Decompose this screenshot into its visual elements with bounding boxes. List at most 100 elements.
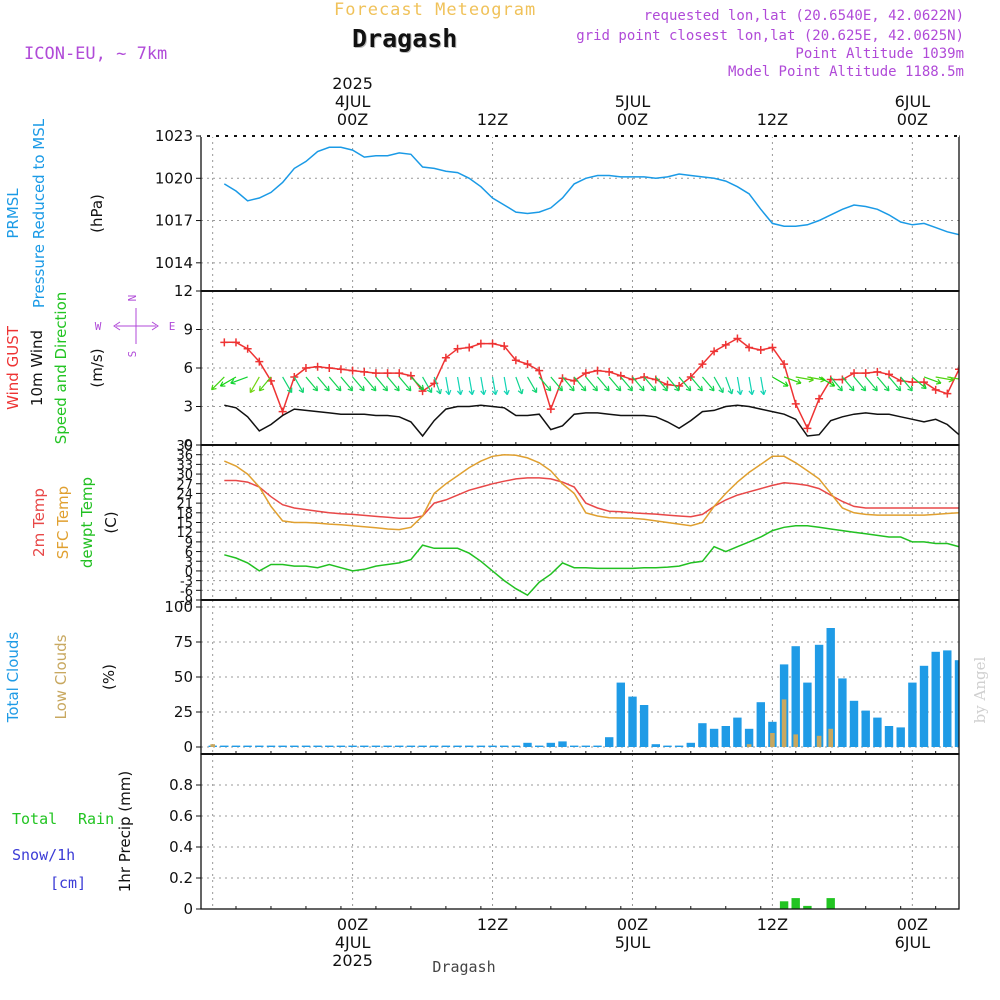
plot-area-temperature (224, 453, 959, 597)
chart-supertitle: Forecast Meteogram (334, 0, 537, 20)
y-tick-label: 6 (185, 546, 193, 561)
legend-snow-unit: [cm] (50, 874, 86, 892)
bar-low_clouds (793, 734, 798, 747)
bar-low_clouds (770, 733, 775, 747)
bar-clouds (500, 745, 509, 747)
bar-clouds (255, 745, 264, 747)
y-axis-label: dewpt Temp (78, 477, 96, 568)
y-tick-label: 9 (185, 536, 193, 551)
bar-rain (803, 905, 812, 909)
wind-arrow (562, 376, 575, 392)
bar-clouds (791, 646, 800, 747)
wind-arrow-head (531, 387, 538, 394)
y-tick-label: -6 (180, 584, 193, 599)
wind-arrow (608, 376, 622, 392)
compass-north-label: N (126, 295, 139, 302)
series-line-pressure (223, 146, 959, 236)
bar-low_clouds (210, 744, 215, 747)
wind-arrow (491, 376, 497, 395)
y-tick-label: 12 (174, 282, 193, 300)
y-tick-label: 12 (176, 526, 193, 541)
bar-clouds (674, 745, 684, 747)
gust-marker (768, 343, 777, 352)
wind-arrow-head (935, 378, 942, 385)
y-tick-label: 9 (183, 321, 193, 339)
info-model-altitude: Model Point Altitude 1188.5m (727, 64, 964, 80)
gust-marker (255, 357, 264, 366)
wind-arrow-head (405, 385, 412, 392)
wind-arrow-head (569, 385, 575, 392)
bar-clouds (744, 728, 754, 747)
wind-arrow-head (748, 389, 755, 396)
bar-clouds (220, 745, 229, 747)
y-tick-label: -9 (180, 594, 193, 609)
wind-arrow-head (359, 385, 365, 392)
top-time-label: 12Z (477, 110, 508, 129)
panel-pressure: 1014 1017 1020 1023 PRMSL Pressure Reduced to… (4, 118, 960, 308)
wind-arrow (282, 376, 293, 393)
gust-marker (791, 399, 800, 408)
gust-marker (231, 338, 240, 347)
wind-arrow-head (230, 378, 236, 385)
bar-clouds (639, 705, 649, 747)
bar-clouds (371, 745, 381, 747)
y-axis-label: Speed and Direction (52, 292, 70, 445)
top-time-label: 00Z (337, 110, 368, 129)
bar-clouds (943, 650, 952, 747)
wind-arrow-head (760, 389, 767, 396)
y-tick-label: 3 (183, 398, 193, 416)
y-tick-label: 0.4 (169, 838, 193, 856)
wind-arrow-head (709, 385, 715, 392)
gust-marker (360, 367, 369, 376)
wind-arrow-head (312, 385, 319, 392)
top-time-axis: 20254JUL00Z12Z5JUL00Z12Z6JUL00Z12Z (332, 74, 930, 129)
bar-clouds (733, 717, 742, 747)
wind-arrow (947, 376, 959, 380)
bar-clouds (383, 745, 392, 747)
gust-marker (581, 369, 590, 378)
bottom-time-axis: 00Z4JUL202512Z00Z5JUL12Z00Z6JUL12Z (332, 915, 930, 970)
bottom-time-label: 00Z (897, 915, 928, 934)
wind-arrow-head (674, 385, 680, 392)
legend-rain: Rain (78, 810, 114, 828)
top-time-label: 2025 (332, 74, 373, 93)
gust-marker (967, 354, 975, 362)
wind-arrow (352, 376, 365, 392)
bar-clouds (546, 742, 555, 747)
wind-arrow (387, 376, 400, 392)
bar-clouds (406, 745, 416, 747)
panel-frame (200, 753, 960, 910)
wind-arrow-head (907, 385, 913, 392)
wind-arrow (795, 376, 814, 381)
wind-arrow (958, 376, 959, 378)
gust-marker (861, 369, 870, 378)
gust-marker (476, 339, 485, 348)
y-axis-label: Wind GUST (4, 325, 22, 410)
y-tick-label: 0.6 (169, 807, 193, 825)
wind-arrow-head (604, 385, 610, 392)
bar-clouds (570, 745, 579, 747)
gust-marker (465, 343, 474, 352)
bottom-time-label: 2025 (332, 951, 373, 970)
bar-clouds (990, 697, 998, 747)
wind-arrow-head (662, 385, 668, 392)
gust-marker (593, 366, 602, 375)
gust-marker (243, 344, 252, 353)
bar-clouds (721, 726, 730, 747)
bar-clouds (884, 726, 894, 747)
wind-arrow-head (468, 389, 475, 396)
info-requested-location: requested lon,lat (20.6540E, 42.0622N) (643, 8, 964, 24)
bar-clouds (581, 745, 590, 747)
wind-arrow-head (995, 377, 1000, 382)
y-tick-label: 33 (176, 458, 193, 473)
y-axis-label: Pressure Reduced to MSL (30, 118, 48, 308)
gust-marker (511, 356, 520, 365)
wind-arrow (748, 376, 753, 395)
y-tick-label: 1017 (155, 212, 193, 230)
gust-marker (616, 371, 625, 380)
wind-arrow-head (491, 389, 499, 396)
wind-arrow-head (347, 385, 354, 392)
bar-rain (826, 898, 835, 909)
wind-arrow-head (445, 389, 452, 396)
